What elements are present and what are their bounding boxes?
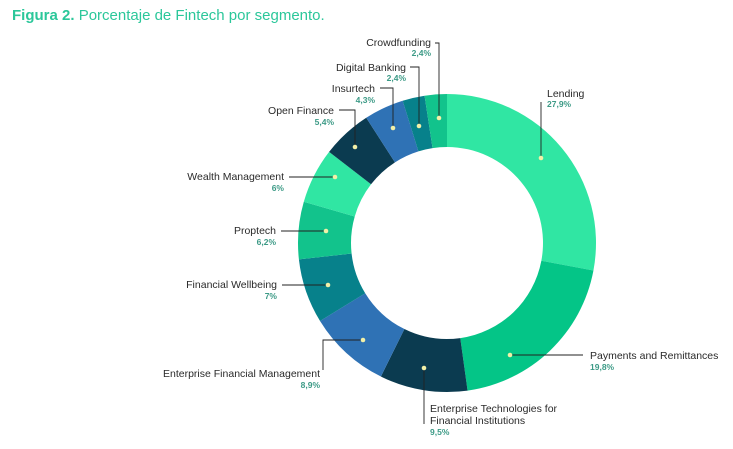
slice-digital-banking xyxy=(402,95,433,152)
leader-line-digital-banking xyxy=(410,66,420,126)
figure-label: Figura 2 xyxy=(12,7,71,24)
slice-label-wealth-management: Wealth Management xyxy=(187,171,284,183)
slice-value-enterprise-financial-management: 8,9% xyxy=(301,380,321,390)
slice-value-payments-and-remittances: 19,8% xyxy=(590,362,615,372)
leader-dot-lending xyxy=(538,155,544,161)
slice-label-open-finance: Open Finance xyxy=(268,105,334,117)
slice-wealth-management xyxy=(303,151,372,217)
leader-dot-enterprise-financial-management xyxy=(360,337,366,343)
slice-value-enterprise-technologies-for-financial-institutions: 9,5% xyxy=(430,427,450,437)
slice-label-lending: Lending xyxy=(547,88,585,100)
leader-line-insurtech xyxy=(380,87,394,128)
leader-line-open-finance xyxy=(339,109,356,147)
slice-label-enterprise-technologies-for-financial-institutions-line-1: Enterprise Technologies for xyxy=(430,403,558,415)
slice-label-crowdfunding: Crowdfunding xyxy=(366,37,431,49)
slice-value-financial-wellbeing: 7% xyxy=(265,291,278,301)
figure-separator: . xyxy=(70,7,75,24)
leader-dot-open-finance xyxy=(352,144,358,150)
slice-value-proptech: 6,2% xyxy=(257,237,277,247)
slice-value-digital-banking: 2,4% xyxy=(387,73,407,83)
slice-insurtech xyxy=(366,100,419,163)
leader-dot-crowdfunding xyxy=(436,115,442,121)
slice-label-proptech: Proptech xyxy=(234,225,276,237)
slice-label-payments-and-remittances: Payments and Remittances xyxy=(590,350,718,362)
slice-label-insurtech: Insurtech xyxy=(332,83,375,95)
slice-enterprise-financial-management xyxy=(320,293,405,377)
leader-dot-payments-and-remittances xyxy=(507,352,513,358)
leader-line-crowdfunding xyxy=(435,42,440,118)
leader-dot-financial-wellbeing xyxy=(325,282,331,288)
slice-value-crowdfunding: 2,4% xyxy=(412,48,432,58)
slice-enterprise-technologies-for-financial-institutions xyxy=(380,329,468,392)
slice-value-open-finance: 5,4% xyxy=(315,117,335,127)
figure-caption: Porcentaje de Fintech por segmento. xyxy=(78,7,325,24)
leader-dot-insurtech xyxy=(390,125,396,131)
slice-open-finance xyxy=(329,117,395,185)
leader-dot-wealth-management xyxy=(332,174,338,180)
slice-payments-and-remittances xyxy=(460,260,594,391)
slice-value-insurtech: 4,3% xyxy=(356,95,376,105)
leader-dot-enterprise-technologies-for-financial-institutions xyxy=(421,365,427,371)
slice-lending xyxy=(447,94,596,271)
slice-financial-wellbeing xyxy=(298,253,366,321)
leader-dot-proptech xyxy=(323,228,329,234)
slice-label-digital-banking: Digital Banking xyxy=(336,62,406,74)
slice-label-enterprise-financial-management: Enterprise Financial Management xyxy=(163,368,320,380)
slice-label-enterprise-technologies-for-financial-institutions-line-2: Financial Institutions xyxy=(430,415,525,427)
slice-crowdfunding xyxy=(424,94,447,149)
slice-label-financial-wellbeing: Financial Wellbeing xyxy=(186,279,277,291)
figure-title: Figura 2. Porcentaje de Fintech por segm… xyxy=(12,7,325,24)
slice-value-wealth-management: 6% xyxy=(272,183,285,193)
slice-value-lending: 27,9% xyxy=(547,99,572,109)
leader-line-enterprise-financial-management xyxy=(322,339,363,370)
donut-slices xyxy=(297,94,596,392)
leader-dot-digital-banking xyxy=(416,123,422,129)
